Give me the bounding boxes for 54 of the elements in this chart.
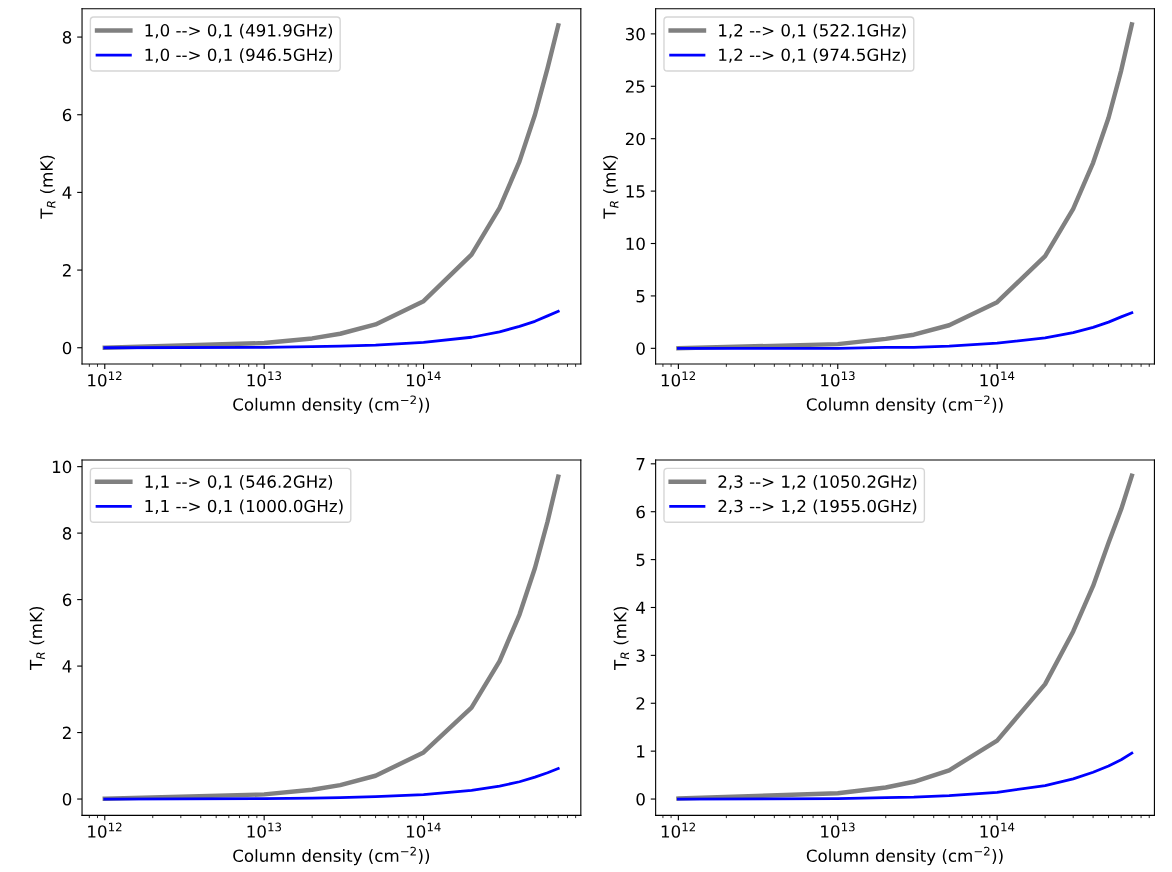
legend-label: 1,1 --> 0,1 (1000.0GHz) [145, 499, 343, 515]
y-tick-label: 2 [62, 726, 71, 739]
y-tick-label: 10 [626, 237, 645, 251]
y-tick-label: 30 [625, 27, 645, 41]
x-axis-title: Column density (cm$^{−2}$)) [806, 846, 1003, 866]
legend-label: 2,3 --> 1,2 (1955.0GHz) [718, 499, 917, 515]
y-tick-label: 0 [62, 792, 72, 806]
legend-label: 1,1 --> 0,1 (546.2GHz) [145, 475, 333, 490]
y-tick-label: 5 [636, 290, 645, 303]
y-tick-label: 7 [636, 458, 645, 471]
x-tick-label: 10$^{14}$ [980, 822, 1015, 838]
x-tick-label: 10$^{14}$ [406, 822, 441, 838]
y-tick-label: 0 [636, 793, 645, 806]
y-tick-label: 5 [636, 553, 645, 567]
y-tick-label: 1 [637, 745, 645, 758]
y-axis-title: T$_{R}$ (mK) [29, 606, 45, 670]
y-axis-title: T$_{R}$ (mK) [613, 606, 629, 670]
x-tick-label: 10$^{12}$ [88, 822, 122, 838]
y-tick-label: 2 [636, 697, 645, 710]
x-tick-label: 10$^{13}$ [821, 822, 855, 838]
x-tick-label: 10$^{12}$ [661, 371, 696, 387]
legend-label: 1,2 --> 0,1 (522.1GHz) [719, 23, 906, 39]
y-axis-title: T$_{R}$ (mK) [603, 155, 619, 219]
y-tick-label: 2 [62, 264, 71, 277]
y-tick-label: 8 [62, 31, 72, 44]
x-tick-label: 10$^{13}$ [247, 822, 282, 838]
x-axis-title: Column density (cm$^{−2}$)) [233, 846, 430, 866]
y-axis-title: T$_{R}$ (mK) [40, 155, 56, 219]
y-tick-label: 15 [626, 185, 645, 198]
y-tick-label: 20 [625, 132, 645, 146]
y-tick-label: 3 [636, 649, 645, 662]
x-tick-label: 10$^{12}$ [88, 371, 122, 387]
y-tick-label: 6 [636, 505, 645, 519]
legend-label: 1,0 --> 0,1 (491.9GHz) [145, 23, 333, 39]
x-tick-label: 10$^{13}$ [247, 371, 282, 387]
x-axis-title: Column density (cm$^{−2}$)) [806, 395, 1003, 414]
x-tick-label: 10$^{14}$ [980, 371, 1015, 387]
y-tick-label: 25 [625, 80, 645, 93]
legend-label: 1,0 --> 0,1 (946.5GHz) [145, 48, 333, 64]
x-tick-label: 10$^{14}$ [406, 371, 441, 387]
y-tick-label: 4 [636, 601, 645, 614]
legend-label: 2,3 --> 1,2 (1050.2GHz) [718, 475, 917, 490]
legend-label: 1,2 --> 0,1 (974.5GHz) [719, 48, 906, 64]
x-tick-label: 10$^{13}$ [821, 371, 855, 387]
y-tick-label: 0 [62, 341, 72, 355]
y-tick-label: 4 [62, 660, 72, 673]
y-tick-label: 0 [636, 342, 645, 355]
y-tick-label: 6 [62, 593, 72, 607]
y-tick-label: 6 [62, 108, 72, 122]
y-tick-label: 8 [62, 527, 72, 540]
x-tick-label: 10$^{12}$ [661, 822, 696, 838]
y-tick-label: 10 [52, 460, 72, 474]
x-axis-title: Column density (cm$^{−2}$)) [233, 395, 430, 414]
y-tick-label: 4 [62, 186, 72, 199]
